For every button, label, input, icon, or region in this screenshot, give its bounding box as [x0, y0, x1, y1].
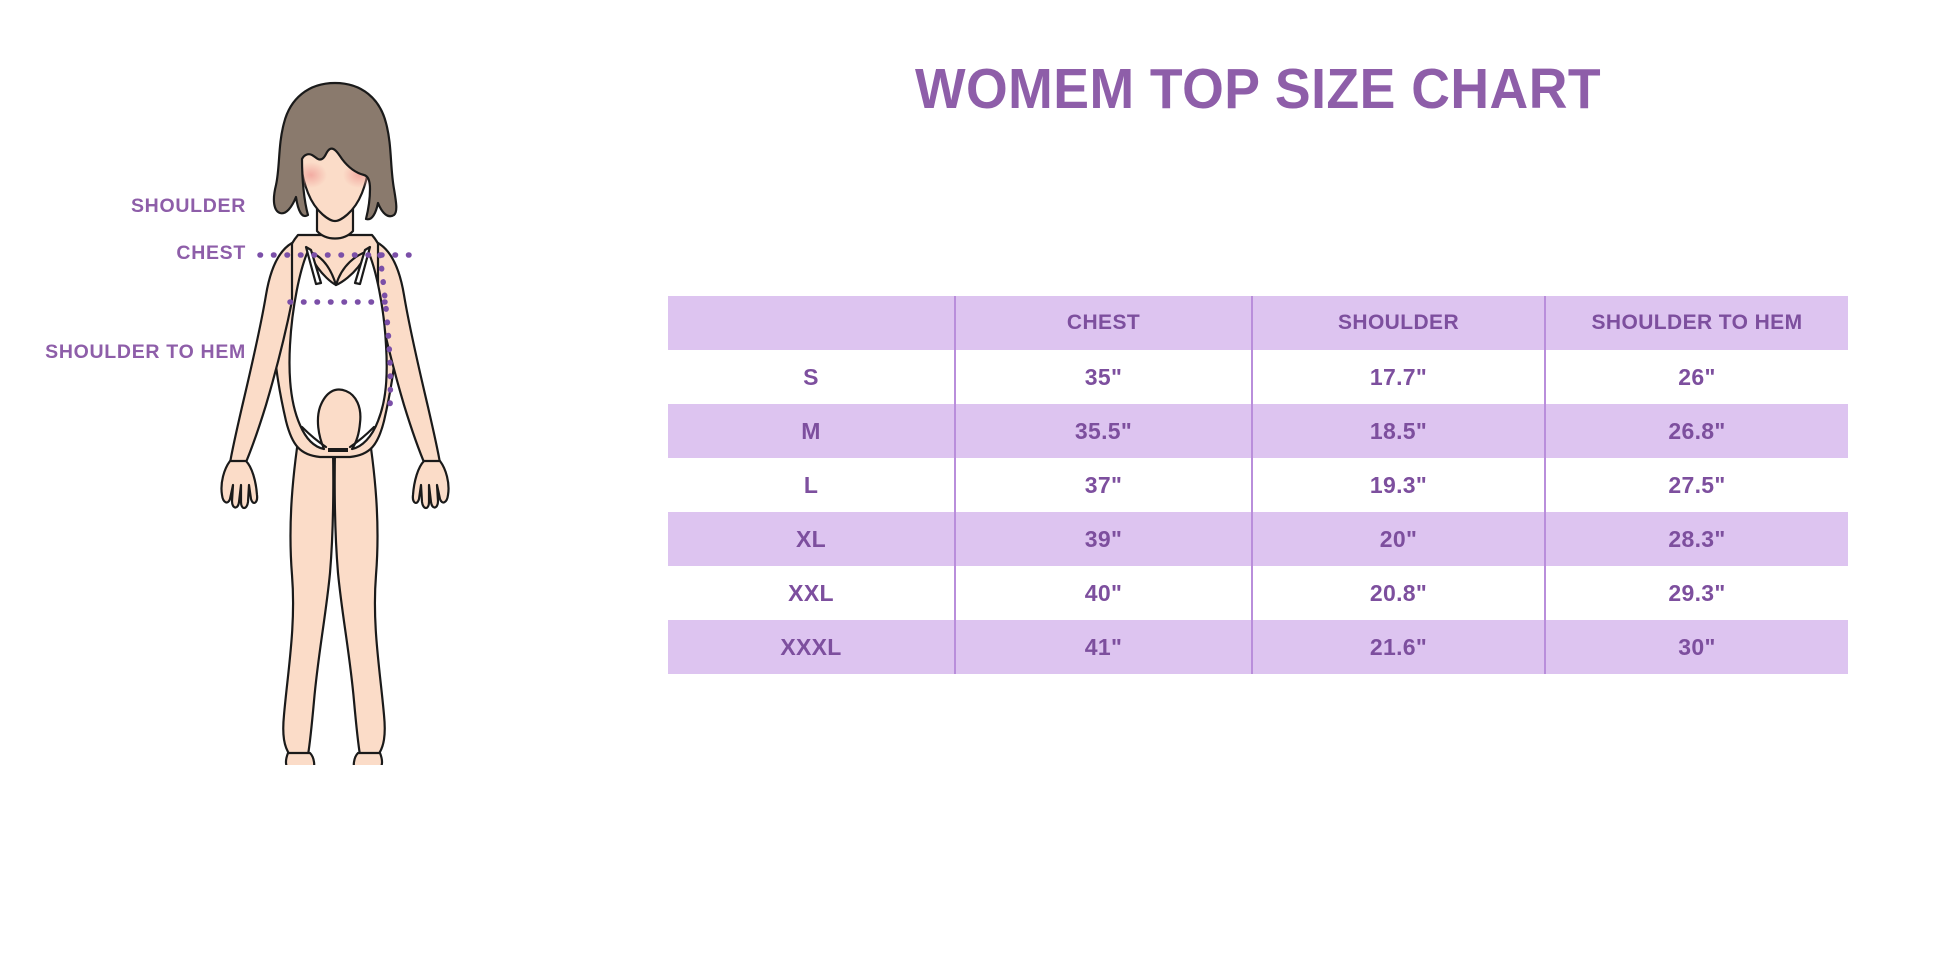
cell-size: L: [668, 458, 955, 512]
table-row: S 35" 17.7" 26": [668, 350, 1848, 404]
cell-size: S: [668, 350, 955, 404]
table-row: XXXL 41" 21.6" 30": [668, 620, 1848, 674]
female-body-figure-icon: [180, 55, 500, 765]
figure-label-shoulder: SHOULDER: [130, 195, 246, 217]
cell-chest: 40": [954, 566, 1252, 620]
cell-shoulder-to-hem: 30": [1544, 620, 1848, 674]
shoulder-to-hem-measure-line-icon: [377, 252, 394, 410]
table-row: XL 39" 20" 28.3": [668, 512, 1848, 566]
cell-shoulder-to-hem: 28.3": [1544, 512, 1848, 566]
cell-shoulder: 21.6": [1251, 620, 1545, 674]
cell-size: XXL: [668, 566, 955, 620]
cell-shoulder: 18.5": [1251, 404, 1545, 458]
cell-shoulder: 19.3": [1251, 458, 1545, 512]
column-header-size: [668, 296, 955, 350]
table-row: L 37" 19.3" 27.5": [668, 458, 1848, 512]
cell-shoulder: 20": [1251, 512, 1545, 566]
cell-shoulder-to-hem: 26.8": [1544, 404, 1848, 458]
cell-chest: 35.5": [954, 404, 1252, 458]
column-header-chest: CHEST: [954, 296, 1252, 350]
column-header-shoulder-to-hem: SHOULDER TO HEM: [1544, 296, 1848, 350]
size-chart-table-container: CHEST SHOULDER SHOULDER TO HEM S 35" 17.…: [668, 296, 1848, 674]
cell-chest: 37": [954, 458, 1252, 512]
cell-size: M: [668, 404, 955, 458]
cell-shoulder: 17.7": [1251, 350, 1545, 404]
cell-chest: 39": [954, 512, 1252, 566]
table-body: S 35" 17.7" 26" M 35.5" 18.5" 26.8" L 37…: [668, 350, 1848, 674]
size-chart-table: CHEST SHOULDER SHOULDER TO HEM S 35" 17.…: [668, 296, 1848, 674]
cell-size: XL: [668, 512, 955, 566]
cell-shoulder-to-hem: 26": [1544, 350, 1848, 404]
cell-shoulder-to-hem: 29.3": [1544, 566, 1848, 620]
table-row: M 35.5" 18.5" 26.8": [668, 404, 1848, 458]
table-header-row: CHEST SHOULDER SHOULDER TO HEM: [668, 296, 1848, 350]
figure-label-shoulder-to-hem: SHOULDER TO HEM: [45, 341, 246, 363]
cell-shoulder: 20.8": [1251, 566, 1545, 620]
table-row: XXL 40" 20.8" 29.3": [668, 566, 1848, 620]
column-header-shoulder: SHOULDER: [1251, 296, 1545, 350]
figure-label-chest: CHEST: [176, 242, 246, 264]
table-header: CHEST SHOULDER SHOULDER TO HEM: [668, 296, 1848, 350]
cell-chest: 41": [954, 620, 1252, 674]
cell-chest: 35": [954, 350, 1252, 404]
cell-size: XXXL: [668, 620, 955, 674]
cell-shoulder-to-hem: 27.5": [1544, 458, 1848, 512]
page-title: WOMEM TOP SIZE CHART: [914, 57, 1602, 121]
